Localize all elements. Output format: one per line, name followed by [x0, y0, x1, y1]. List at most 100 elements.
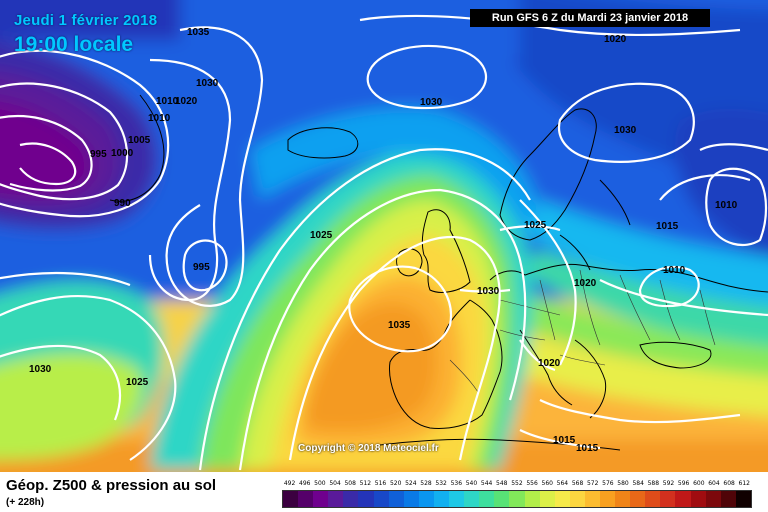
- scale-swatch: [690, 491, 706, 507]
- scale-swatch: [449, 491, 465, 507]
- scale-tick-label: 592: [662, 480, 675, 487]
- scale-swatch: [584, 491, 600, 507]
- color-scale-labels: 492 496 500 504 508 512 516 520 524 528 532 536 540 5…: [282, 478, 752, 489]
- isobar-label: 1030: [477, 286, 500, 297]
- scale-tick-label: 520: [389, 480, 402, 487]
- scale-tick-label: 508: [344, 480, 356, 487]
- scale-swatch: [418, 491, 434, 507]
- isobar-label: 1015: [576, 443, 599, 454]
- scale-tick-label: 564: [556, 480, 569, 487]
- scale-swatch: [343, 491, 359, 507]
- isobar-label: 1010: [715, 200, 738, 211]
- legend-bar: Géop. Z500 & pression au sol (+ 228h) 49…: [0, 472, 768, 512]
- scale-tick-label: 580: [617, 480, 629, 487]
- scale-tick-label: 500: [314, 480, 326, 487]
- scale-swatch: [630, 491, 646, 507]
- scale-swatch: [615, 491, 631, 507]
- scale-tick-label: 612: [738, 480, 750, 487]
- scale-swatch: [569, 491, 585, 507]
- forecast-local-time: 19:00 locale: [14, 33, 134, 56]
- scale-tick-label: 584: [632, 480, 644, 487]
- scale-swatch: [328, 491, 344, 507]
- scale-swatch: [509, 491, 525, 507]
- scale-tick-label: 552: [511, 480, 523, 487]
- scale-swatch: [539, 491, 555, 507]
- isobar-label: 1010: [663, 265, 686, 276]
- scale-swatch: [599, 491, 616, 507]
- scale-swatch: [433, 491, 450, 507]
- scale-swatch: [735, 491, 751, 507]
- isobar-label: 1030: [614, 125, 637, 136]
- scale-swatch: [479, 491, 495, 507]
- scale-tick-label: 512: [359, 480, 372, 487]
- scale-swatch: [675, 491, 691, 507]
- scale-tick-label: 588: [647, 480, 660, 487]
- scale-tick-label: 524: [405, 480, 417, 487]
- isobars: [0, 14, 768, 471]
- scale-swatch: [403, 491, 419, 507]
- scale-tick-label: 604: [708, 480, 720, 487]
- isobar-label: 1020: [175, 96, 198, 107]
- scale-swatch: [313, 491, 329, 507]
- model-run-label: Run GFS 6 Z du Mardi 23 janvier 2018: [470, 9, 710, 27]
- weather-map: 1035 1030 1010 1020 1010 1005 1000 995 9…: [0, 0, 768, 472]
- scale-swatch: [464, 491, 480, 507]
- color-scale: 492 496 500 504 508 512 516 520 524 528 532 536 540 5…: [282, 478, 752, 508]
- scale-swatch: [554, 491, 570, 507]
- scale-tick-label: 504: [329, 480, 341, 487]
- isobar-label: 1015: [656, 221, 679, 232]
- isobar-label: 995: [90, 149, 107, 160]
- forecast-hour: (+ 228h): [6, 497, 45, 508]
- scale-tick-label: 536: [450, 480, 463, 487]
- scale-swatch: [298, 491, 314, 507]
- scale-swatch: [358, 491, 374, 507]
- isobar-label: 1025: [524, 220, 547, 231]
- scale-tick-label: 560: [541, 480, 553, 487]
- scale-tick-label: 576: [602, 480, 614, 487]
- isobar-label: 1020: [574, 278, 597, 289]
- scale-tick-label: 540: [465, 480, 478, 487]
- scale-tick-label: 572: [586, 480, 599, 487]
- isobar-label: 1025: [126, 377, 149, 388]
- scale-swatch: [494, 491, 510, 507]
- isobar-labels: 1035 1030 1010 1020 1010 1005 1000 995 9…: [29, 27, 738, 454]
- scale-tick-label: 548: [496, 480, 508, 487]
- scale-swatch: [660, 491, 676, 507]
- scale-tick-label: 596: [677, 480, 690, 487]
- scale-swatch: [283, 491, 299, 507]
- scale-tick-label: 556: [526, 480, 538, 487]
- isobar-label: 1010: [156, 96, 179, 107]
- scale-tick-label: 544: [480, 480, 493, 487]
- scale-swatch: [524, 491, 540, 507]
- isobar-label: 990: [114, 198, 131, 209]
- scale-swatch: [720, 491, 736, 507]
- coastlines: [109, 94, 768, 451]
- scale-swatch: [373, 491, 389, 507]
- scale-tick-label: 528: [420, 480, 432, 487]
- scale-swatch: [388, 491, 404, 507]
- scale-swatch: [645, 491, 661, 507]
- scale-swatch: [705, 491, 721, 507]
- scale-tick-label: 532: [435, 480, 447, 487]
- scale-tick-label: 600: [693, 480, 705, 487]
- scale-tick-label: 608: [723, 480, 735, 487]
- isobar-label: 1020: [604, 34, 627, 45]
- isobar-label: 1020: [538, 358, 561, 369]
- geopotential-field: [0, 0, 768, 472]
- isobar-label: 1030: [420, 97, 443, 108]
- isobar-label: 1035: [187, 27, 210, 38]
- isobar-label: 1030: [29, 364, 52, 375]
- isobar-label: 1030: [196, 78, 219, 89]
- isobar-label: 995: [193, 262, 210, 273]
- isobar-label: 1005: [128, 135, 151, 146]
- color-scale-swatches: [282, 490, 752, 508]
- scale-tick-label: 492: [283, 480, 296, 487]
- scale-tick-label: 496: [299, 480, 311, 487]
- product-title: Géop. Z500 & pression au sol: [6, 477, 217, 494]
- borders: [449, 269, 716, 393]
- isobar-label: 1000: [111, 148, 134, 159]
- isobar-label: 1025: [310, 230, 333, 241]
- copyright-text: Copyright © 2018 Meteociel.fr: [298, 443, 439, 454]
- isobar-label: 1035: [388, 320, 411, 331]
- scale-tick-label: 568: [571, 480, 584, 487]
